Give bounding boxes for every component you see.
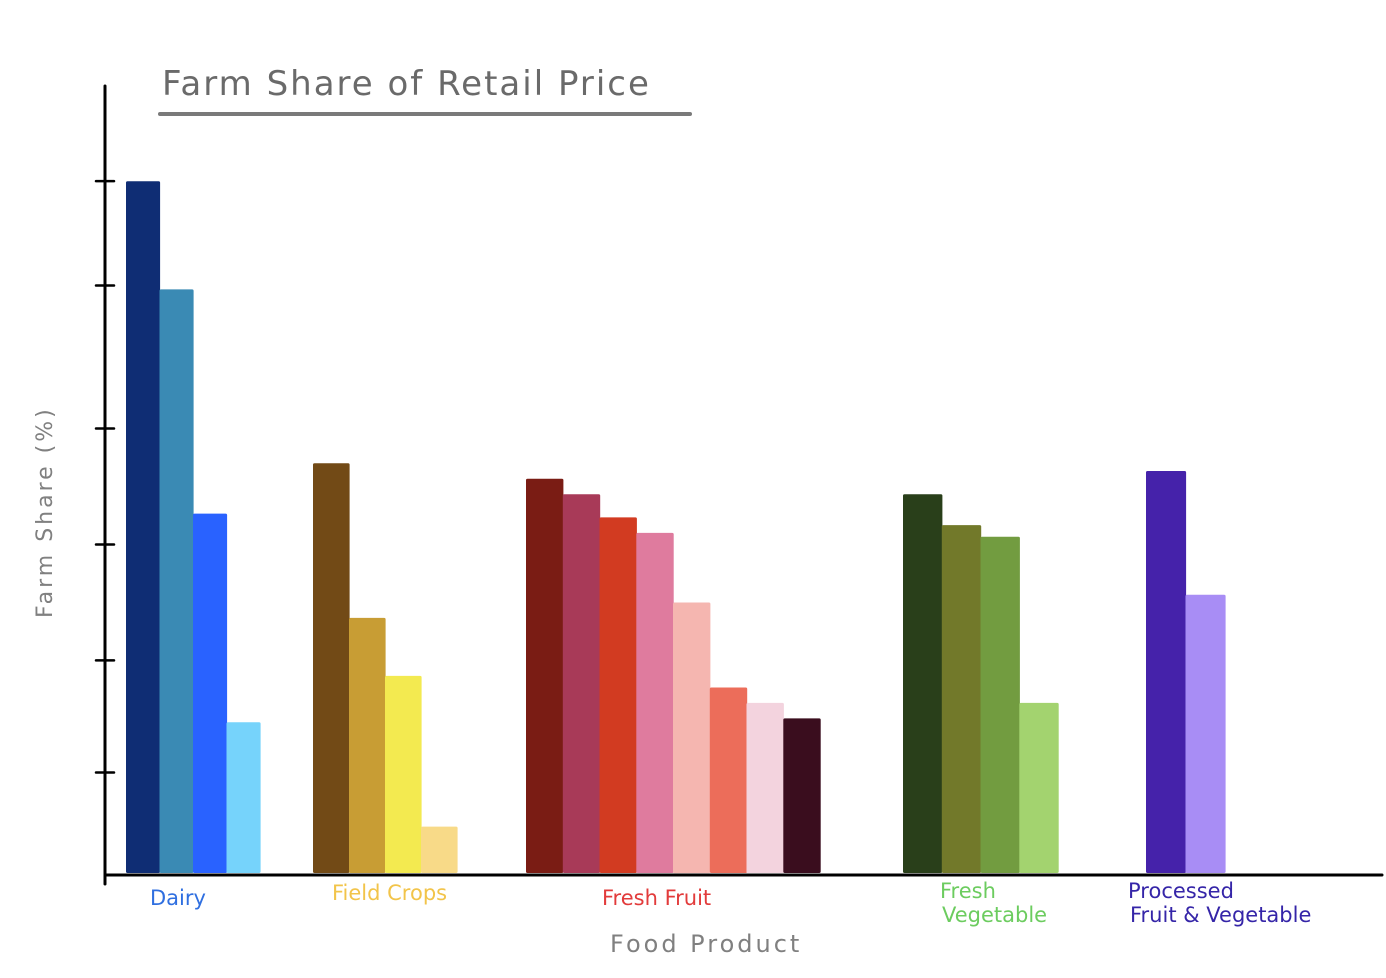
bar-processed-fruit-vegetable-2 — [1185, 594, 1226, 873]
bar-field-crops-2 — [349, 617, 386, 873]
bar-fresh-fruit-5 — [673, 602, 711, 874]
bar-dairy-3 — [193, 513, 228, 873]
bar-fresh-vegetable-2 — [941, 525, 982, 873]
bar-fresh-fruit-8 — [783, 718, 821, 873]
category-label-dairy: Dairy — [150, 886, 206, 910]
category-label-fresh-fruit: Fresh Fruit — [602, 886, 711, 910]
y-axis-ticks — [94, 179, 116, 774]
category-label-processed-fruit-vegetable: Processed Fruit & Vegetable — [1128, 879, 1311, 927]
bar-fresh-fruit-6 — [709, 687, 748, 873]
bar-fresh-fruit-3 — [599, 517, 637, 873]
x-axis-label: Food Product — [610, 930, 802, 958]
category-labels: Dairy Field Crops Fresh Fruit Fresh Vegetabl… — [150, 879, 1311, 927]
bar-fresh-fruit-1 — [526, 478, 564, 873]
bar-fresh-vegetable-1 — [903, 494, 943, 873]
chart-title: Farm Share of Retail Price — [162, 64, 651, 104]
y-axis-label: Farm Share (%) — [33, 406, 58, 618]
bar-dairy-4 — [226, 722, 261, 873]
category-label-fresh-vegetable: Fresh Vegetable — [940, 879, 1047, 927]
bar-dairy-2 — [159, 289, 194, 873]
bar-processed-fruit-vegetable-1 — [1146, 471, 1187, 873]
bar-field-crops-1 — [313, 463, 350, 873]
bar-dairy-1 — [126, 181, 161, 873]
bar-fresh-fruit-4 — [636, 532, 674, 873]
bar-fresh-fruit-7 — [746, 702, 784, 873]
bars-layer — [126, 181, 1226, 874]
bar-fresh-fruit-2 — [562, 494, 601, 873]
category-label-field-crops: Field Crops — [332, 881, 447, 905]
bar-field-crops-3 — [385, 675, 422, 873]
bar-fresh-vegetable-4 — [1019, 702, 1059, 873]
bar-fresh-vegetable-3 — [980, 536, 1020, 873]
bar-field-crops-4 — [421, 826, 458, 873]
